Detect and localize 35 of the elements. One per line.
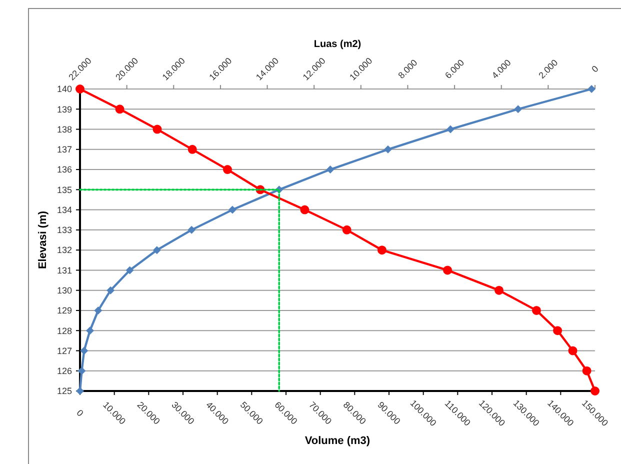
point xyxy=(126,266,134,274)
point xyxy=(588,85,596,93)
y-axis-title: Elevasi (m) xyxy=(37,210,49,270)
x-tick-label: 0 xyxy=(74,408,86,418)
point xyxy=(228,206,236,214)
point xyxy=(188,226,196,234)
y-tick-label: 125 xyxy=(56,386,72,396)
x2-tick-label: 0 xyxy=(590,64,600,74)
y-tick-label: 134 xyxy=(56,204,72,215)
point xyxy=(152,246,161,254)
y-tick-label: 135 xyxy=(56,184,72,195)
point xyxy=(80,346,88,355)
x2-axis-title: Luas (m2) xyxy=(314,39,362,50)
y-tick-label: 138 xyxy=(56,124,72,134)
y-tick-label: 130 xyxy=(56,285,72,296)
y-tick-label: 139 xyxy=(56,104,72,114)
y-tick-label: 133 xyxy=(56,225,72,236)
y-tick-label: 126 xyxy=(56,366,72,376)
y-tick-label: 129 xyxy=(56,306,72,316)
y-tick-label: 128 xyxy=(56,326,72,336)
point xyxy=(78,366,86,375)
point xyxy=(326,166,334,174)
y-tick-label: 131 xyxy=(56,265,72,276)
y-tick-label: 137 xyxy=(56,144,72,155)
point xyxy=(94,306,102,314)
point xyxy=(106,286,115,294)
y-tick-label: 136 xyxy=(56,164,72,175)
y-tick-label: 127 xyxy=(56,346,72,356)
y-tick-label: 140 xyxy=(56,84,72,94)
point xyxy=(446,125,454,134)
point xyxy=(514,105,522,114)
y-tick-label: 132 xyxy=(56,245,72,256)
x-axis-title: Volume (m3) xyxy=(304,435,370,447)
point xyxy=(86,326,94,335)
point xyxy=(384,145,392,154)
